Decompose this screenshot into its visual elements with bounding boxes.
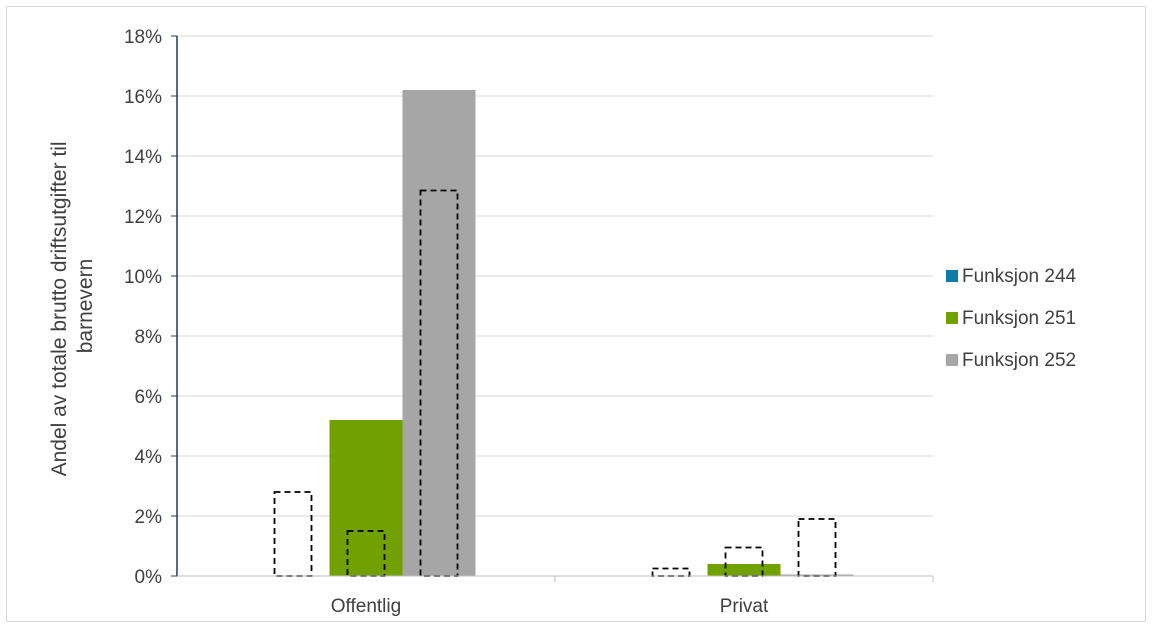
legend-label: Funksjon 244 — [962, 266, 1077, 287]
bars — [329, 90, 854, 576]
y-tick-label: 6% — [135, 387, 163, 408]
y-axis-label-line-2: barnevern — [74, 259, 97, 354]
bar — [707, 564, 781, 576]
legend-swatch — [946, 312, 958, 324]
bar — [402, 90, 476, 576]
y-tick-label: 8% — [135, 327, 163, 348]
dashed-outline-bar — [797, 518, 837, 577]
gridlines — [177, 35, 933, 517]
y-tick-label: 4% — [135, 447, 163, 468]
y-tick-label: 16% — [124, 87, 162, 108]
axes — [176, 36, 933, 577]
legend-label: Funksjon 251 — [962, 308, 1076, 329]
dashed-outline-bar — [273, 491, 313, 577]
x-tick-label: Offentlig — [331, 596, 401, 617]
legend: Funksjon 244 Funksjon 251 Funksjon 252 — [946, 266, 1077, 371]
dashed-outline-bar — [651, 567, 691, 577]
y-tick-label: 18% — [124, 27, 162, 48]
bar — [329, 420, 403, 576]
y-axis-label: Andel av totale brutto driftsutgifter ti… — [48, 136, 97, 477]
y-tick-labels: 0% 2% 4% 6% 8% 10% 12% 14% 16% 18% — [124, 27, 177, 588]
y-axis-label-line-1: Andel av totale brutto driftsutgifter ti… — [48, 141, 71, 476]
legend-swatch — [946, 270, 958, 282]
y-tick-label: 12% — [124, 207, 162, 228]
x-tick-label: Privat — [720, 596, 769, 617]
legend-label: Funksjon 252 — [962, 350, 1076, 371]
y-tick-label: 0% — [135, 567, 163, 588]
x-tick-labels: Offentlig Privat — [331, 576, 934, 617]
chart-frame — [6, 6, 1146, 622]
y-tick-label: 2% — [135, 507, 163, 528]
legend-swatch — [946, 354, 958, 366]
y-tick-label: 10% — [124, 267, 162, 288]
y-tick-label: 14% — [124, 147, 162, 168]
